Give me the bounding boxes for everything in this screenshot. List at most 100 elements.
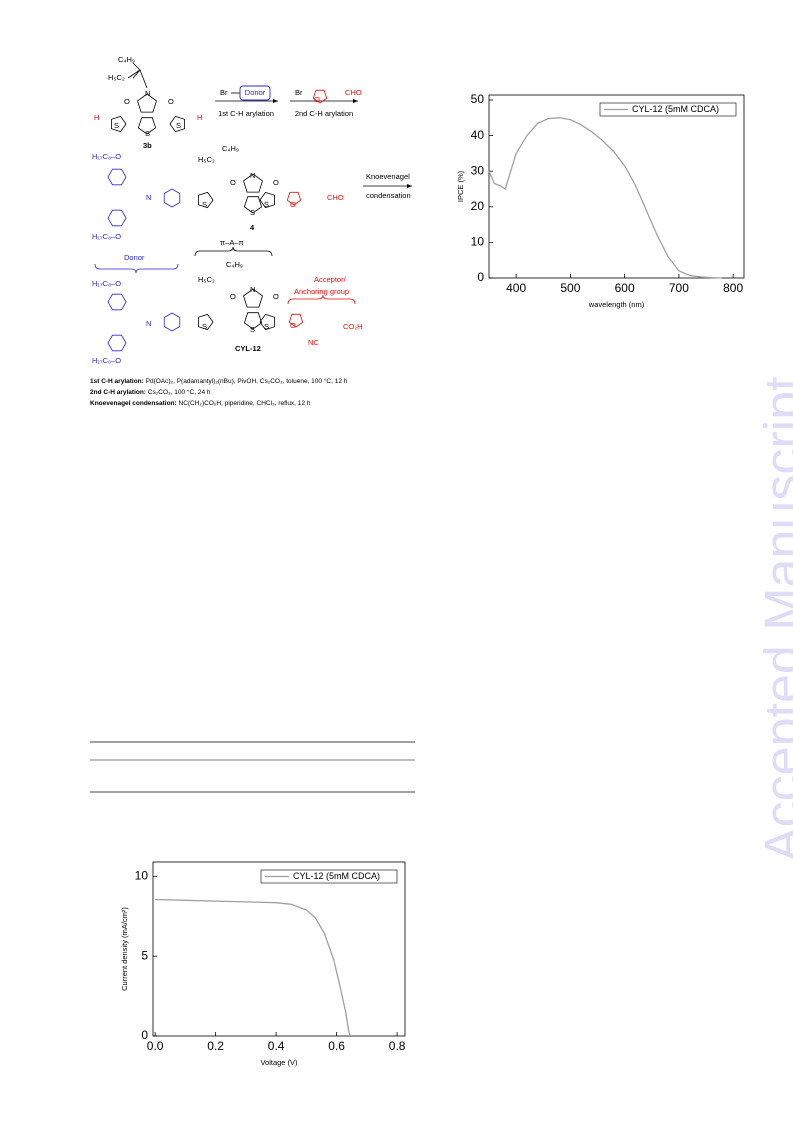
- x-tick-label: 0.6: [328, 1039, 345, 1053]
- data-line: [488, 117, 723, 279]
- y-axis-title: Current density (mA/cm²): [120, 907, 129, 991]
- ring: [169, 115, 185, 133]
- conditions-text: NC(CH₂)CO₂H, piperidine, CHCl₃, reflux, …: [179, 400, 311, 407]
- atom-label: O: [230, 178, 236, 187]
- y-tick-label: 40: [471, 128, 485, 142]
- conditions-text: Cs₂CO₃, 100 °C, 24 h: [148, 388, 211, 396]
- atom-label: N: [145, 89, 150, 98]
- x-tick-label: 0.8: [389, 1039, 406, 1053]
- atom-label: N: [146, 193, 151, 202]
- atom-label: O: [230, 292, 236, 301]
- atom-label: O: [314, 95, 320, 104]
- ring: [198, 191, 214, 209]
- x-axis-title: Voltage (V): [260, 1058, 298, 1067]
- conditions: 1st C-H arylation: Pd(OAc)₂, P(adamantyl…: [90, 377, 348, 385]
- bond: [127, 62, 148, 89]
- atom-label: S: [250, 325, 255, 334]
- atom-label: CHO: [345, 88, 362, 97]
- donor-text: Donor: [245, 88, 266, 97]
- segment-label: π–A–π: [220, 238, 244, 247]
- y-tick-label: 10: [471, 235, 485, 249]
- atom-label: H₅C₂: [108, 73, 125, 82]
- x-tick-label: 800: [723, 281, 743, 295]
- arrowhead: [353, 99, 358, 103]
- ring: [259, 313, 275, 331]
- x-tick-label: 500: [560, 281, 580, 295]
- conditions-head: 1st C-H arylation:: [90, 378, 144, 385]
- ring: [107, 168, 127, 186]
- ring: [107, 334, 127, 352]
- atom-label: H: [197, 113, 202, 122]
- reagent: Br: [220, 88, 228, 97]
- y-tick-label: 5: [141, 948, 148, 962]
- conditions: Knoevenagel condensation: NC(CH₂)CO₂H, p…: [90, 400, 311, 407]
- atom-label: CHO: [327, 193, 344, 202]
- ring: [163, 188, 181, 208]
- donor-box: [239, 85, 271, 101]
- atom-label: H₁₇C₈–O: [92, 232, 121, 241]
- step-label: 2nd C-H arylation: [295, 109, 353, 118]
- ring: [198, 313, 214, 331]
- step-label: 1st C-H arylation: [218, 109, 274, 118]
- reaction-scheme: C₄H₉ H₅C₂ N O O S S S H H 3b Br Donor 1s…: [90, 55, 412, 407]
- compound-label: 4: [250, 223, 255, 232]
- ring: [137, 93, 157, 113]
- brace: [94, 263, 179, 274]
- ring: [312, 89, 328, 104]
- x-axis-title: wavelength (nm): [588, 300, 645, 309]
- ring: [163, 312, 181, 332]
- ring-group: [107, 89, 328, 352]
- plot-frame: [488, 94, 745, 279]
- atom-label: N: [146, 319, 151, 328]
- ring: [107, 209, 127, 227]
- atom-label: S: [114, 121, 119, 130]
- ring: [288, 313, 304, 328]
- atom-label: H₁₇C₈–O: [92, 356, 121, 365]
- y-tick-label: 0: [477, 270, 484, 284]
- step-label: condensation: [366, 191, 411, 200]
- conditions-head: Knoevenagel condensation:: [90, 400, 177, 407]
- atom-label: C₄H₉: [118, 55, 135, 64]
- atom-label: CO₂H: [343, 322, 363, 331]
- legend-label: CYL-12 (5mM CDCA): [632, 104, 719, 114]
- ring: [259, 191, 275, 209]
- chart: 400 500 600 700 800 0 10 20 30 40 50 wavelength (nm…: [456, 92, 745, 309]
- atom-label: H₁₇C₈–O: [92, 279, 121, 288]
- atom-label: S: [202, 200, 207, 209]
- compound-label: CYL-12: [235, 344, 261, 353]
- conditions-text: Pd(OAc)₂, P(adamantyl)₂(nBu), PivOH, Cs₂…: [146, 377, 348, 385]
- atom-label: H₁₇C₈–O: [92, 152, 121, 161]
- ring: [286, 191, 302, 206]
- atom-label: C₄H₉: [222, 144, 239, 153]
- ring: [243, 312, 263, 330]
- segment-label: Anchoring group: [294, 287, 349, 296]
- y-tick-label: 20: [471, 199, 485, 213]
- legend-label: CYL-12 (5mM CDCA): [293, 871, 380, 881]
- segment-label: Donor: [124, 253, 145, 262]
- atom-label: N: [250, 171, 255, 180]
- x-tick-label: 0.2: [207, 1039, 224, 1053]
- legend-box: [599, 102, 737, 117]
- atom-label: O: [290, 321, 296, 330]
- atom-label: S: [264, 200, 269, 209]
- conditions: 2nd C-H arylation: Cs₂CO₃, 100 °C, 24 h: [90, 388, 211, 396]
- x-tick-label: 0.0: [147, 1039, 164, 1053]
- atom-label: NC: [308, 338, 319, 347]
- reagent: Br: [295, 88, 303, 97]
- atom-label: S: [202, 322, 207, 331]
- watermark: Accepted Manuscript: [755, 376, 793, 862]
- plot-frame: [152, 861, 406, 1037]
- x-tick-label: 600: [615, 281, 635, 295]
- ring: [243, 288, 263, 308]
- x-tick-label: 400: [506, 281, 526, 295]
- atom-label: O: [168, 97, 174, 106]
- ring: [243, 196, 263, 214]
- atom-label: O: [273, 292, 279, 301]
- compound-label: 3b: [143, 141, 152, 150]
- atom-label: S: [264, 322, 269, 331]
- ring: [107, 293, 127, 311]
- step-label: Knoevenagel: [366, 172, 410, 181]
- ring: [111, 115, 127, 133]
